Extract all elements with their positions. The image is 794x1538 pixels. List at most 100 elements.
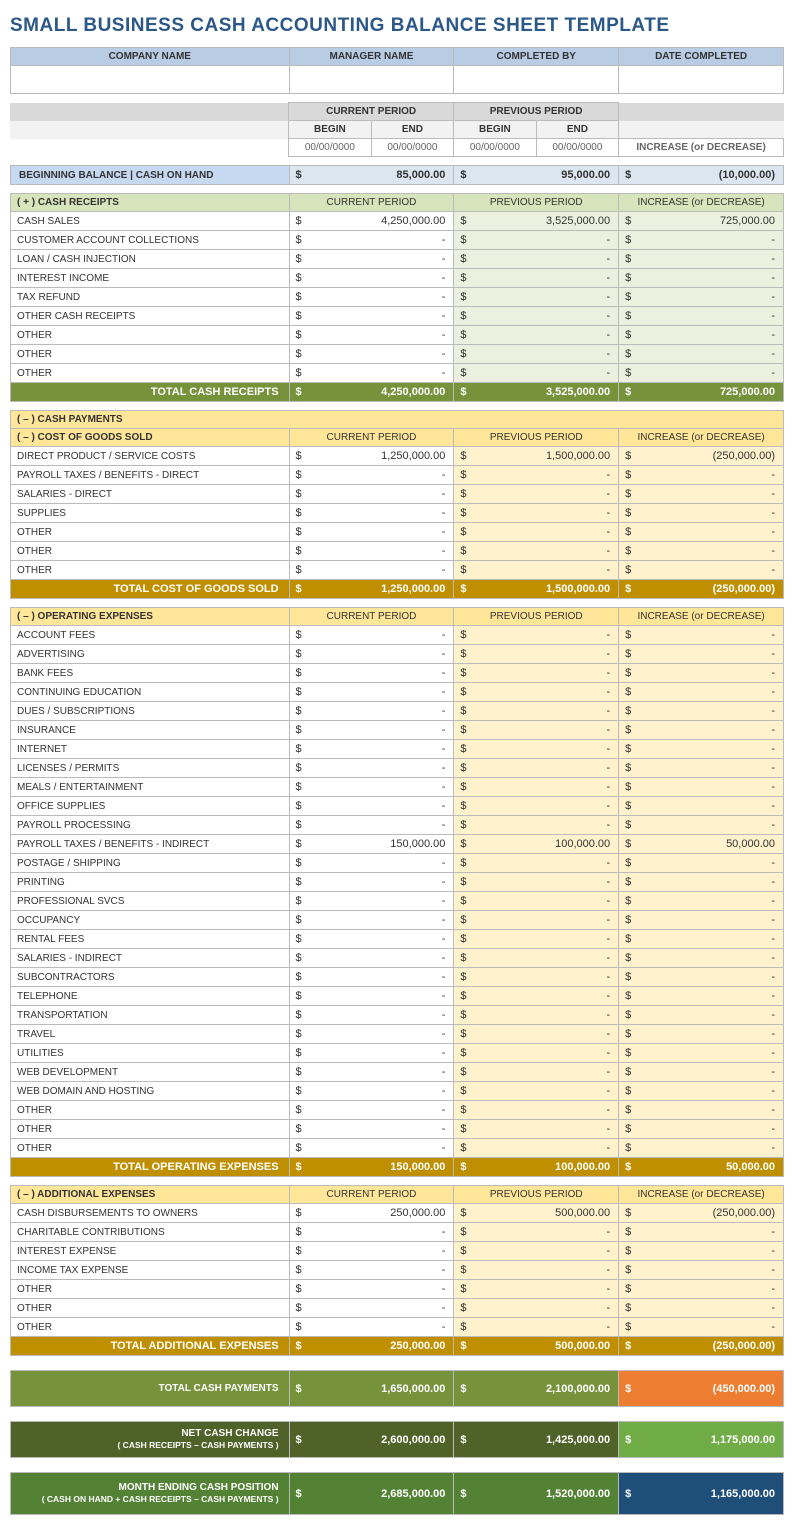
row-cur[interactable]: - [289, 326, 454, 345]
cur-end-date[interactable]: 00/00/0000 [371, 139, 454, 157]
row-cur[interactable]: - [289, 778, 454, 797]
row-prev[interactable]: - [454, 485, 619, 504]
row-prev[interactable]: 500,000.00 [454, 1204, 619, 1223]
row-cur[interactable]: 1,250,000.00 [289, 447, 454, 466]
row-prev[interactable]: - [454, 949, 619, 968]
row-cur[interactable]: - [289, 626, 454, 645]
row-cur[interactable]: - [289, 1120, 454, 1139]
row-prev[interactable]: - [454, 231, 619, 250]
row-prev[interactable]: - [454, 1280, 619, 1299]
row-prev[interactable]: - [454, 1082, 619, 1101]
input-company[interactable] [11, 66, 290, 94]
row-cur[interactable]: - [289, 1082, 454, 1101]
row-prev[interactable]: - [454, 1006, 619, 1025]
row-prev[interactable]: - [454, 759, 619, 778]
row-cur[interactable]: - [289, 504, 454, 523]
row-prev[interactable]: - [454, 1120, 619, 1139]
row-prev[interactable]: - [454, 740, 619, 759]
row-prev[interactable]: - [454, 911, 619, 930]
row-prev[interactable]: - [454, 702, 619, 721]
row-cur[interactable]: - [289, 987, 454, 1006]
row-cur[interactable]: - [289, 740, 454, 759]
row-cur[interactable]: - [289, 523, 454, 542]
prev-begin-date[interactable]: 00/00/0000 [454, 139, 537, 157]
row-prev[interactable]: - [454, 307, 619, 326]
row-prev[interactable]: - [454, 854, 619, 873]
row-cur[interactable]: - [289, 911, 454, 930]
row-prev[interactable]: - [454, 1242, 619, 1261]
row-prev[interactable]: - [454, 561, 619, 580]
row-prev[interactable]: - [454, 466, 619, 485]
row-cur[interactable]: - [289, 1261, 454, 1280]
row-cur[interactable]: - [289, 949, 454, 968]
row-prev[interactable]: - [454, 1044, 619, 1063]
row-prev[interactable]: - [454, 364, 619, 383]
row-cur[interactable]: - [289, 930, 454, 949]
row-cur[interactable]: - [289, 364, 454, 383]
row-cur[interactable]: - [289, 854, 454, 873]
row-prev[interactable]: - [454, 1101, 619, 1120]
row-prev[interactable]: - [454, 987, 619, 1006]
row-cur[interactable]: - [289, 645, 454, 664]
row-prev[interactable]: - [454, 288, 619, 307]
row-prev[interactable]: - [454, 1063, 619, 1082]
row-prev[interactable]: - [454, 345, 619, 364]
row-prev[interactable]: - [454, 778, 619, 797]
row-cur[interactable]: - [289, 561, 454, 580]
row-cur[interactable]: - [289, 664, 454, 683]
row-cur[interactable]: - [289, 250, 454, 269]
row-prev[interactable]: - [454, 1318, 619, 1337]
row-cur[interactable]: - [289, 1063, 454, 1082]
input-manager[interactable] [289, 66, 454, 94]
prev-end-date[interactable]: 00/00/0000 [536, 139, 619, 157]
row-prev[interactable]: - [454, 816, 619, 835]
row-cur[interactable]: - [289, 1223, 454, 1242]
input-date[interactable] [619, 66, 784, 94]
row-cur[interactable]: - [289, 345, 454, 364]
row-cur[interactable]: - [289, 1006, 454, 1025]
row-cur[interactable]: - [289, 702, 454, 721]
row-cur[interactable]: 150,000.00 [289, 835, 454, 854]
row-cur[interactable]: - [289, 542, 454, 561]
row-cur[interactable]: 250,000.00 [289, 1204, 454, 1223]
row-cur[interactable]: - [289, 683, 454, 702]
input-completedby[interactable] [454, 66, 619, 94]
row-prev[interactable]: - [454, 721, 619, 740]
row-prev[interactable]: - [454, 683, 619, 702]
row-cur[interactable]: - [289, 1101, 454, 1120]
row-prev[interactable]: - [454, 1223, 619, 1242]
row-prev[interactable]: 100,000.00 [454, 835, 619, 854]
row-prev[interactable]: - [454, 523, 619, 542]
row-cur[interactable]: - [289, 797, 454, 816]
row-cur[interactable]: - [289, 873, 454, 892]
row-cur[interactable]: - [289, 1044, 454, 1063]
row-prev[interactable]: - [454, 542, 619, 561]
row-prev[interactable]: - [454, 968, 619, 987]
cur-begin-date[interactable]: 00/00/0000 [289, 139, 372, 157]
row-prev[interactable]: - [454, 930, 619, 949]
row-prev[interactable]: - [454, 1261, 619, 1280]
row-cur[interactable]: - [289, 269, 454, 288]
row-cur[interactable]: - [289, 1299, 454, 1318]
row-cur[interactable]: - [289, 307, 454, 326]
row-cur[interactable]: - [289, 968, 454, 987]
row-cur[interactable]: - [289, 288, 454, 307]
row-prev[interactable]: - [454, 797, 619, 816]
row-cur[interactable]: - [289, 1025, 454, 1044]
row-prev[interactable]: - [454, 664, 619, 683]
row-prev[interactable]: - [454, 892, 619, 911]
row-prev[interactable]: - [454, 326, 619, 345]
row-cur[interactable]: - [289, 1139, 454, 1158]
row-cur[interactable]: - [289, 892, 454, 911]
row-prev[interactable]: 1,500,000.00 [454, 447, 619, 466]
row-cur[interactable]: - [289, 1318, 454, 1337]
row-prev[interactable]: - [454, 250, 619, 269]
row-cur[interactable]: - [289, 231, 454, 250]
row-prev[interactable]: - [454, 1139, 619, 1158]
row-prev[interactable]: - [454, 1025, 619, 1044]
row-prev[interactable]: - [454, 626, 619, 645]
row-cur[interactable]: - [289, 721, 454, 740]
row-cur[interactable]: - [289, 1280, 454, 1299]
row-cur[interactable]: - [289, 466, 454, 485]
row-cur[interactable]: - [289, 816, 454, 835]
